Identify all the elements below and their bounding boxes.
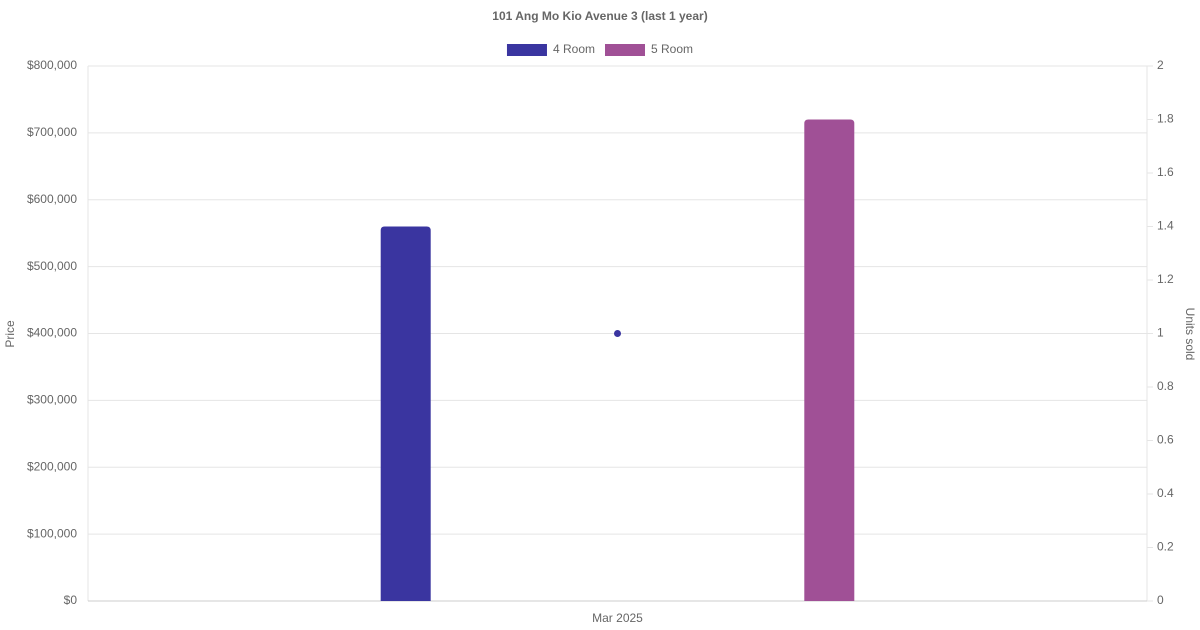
bar	[804, 119, 855, 601]
y2-tick-label: 0.4	[1157, 486, 1174, 500]
legend-swatch	[506, 44, 547, 56]
y2-tick-label: 1.2	[1157, 272, 1174, 286]
y-tick-label: $600,000	[27, 192, 77, 206]
y-tick-label: $700,000	[27, 125, 77, 139]
chart-title: 101 Ang Mo Kio Avenue 3 (last 1 year)	[492, 9, 707, 23]
y2-tick-label: 1.6	[1157, 165, 1174, 179]
y-tick-label: $500,000	[27, 259, 77, 273]
y-tick-label: $400,000	[27, 326, 77, 340]
legend-label: 4 Room	[553, 42, 595, 56]
y2-tick-label: 1.8	[1157, 112, 1174, 126]
y2-tick-label: 0.6	[1157, 433, 1174, 447]
y2-axis-title: Units sold	[1183, 308, 1197, 361]
y2-tick-label: 1	[1157, 326, 1164, 340]
point	[614, 330, 621, 337]
y-tick-label: $300,000	[27, 393, 77, 407]
y2-tick-label: 1.4	[1157, 219, 1174, 233]
y2-tick-label: 0.2	[1157, 540, 1174, 554]
y2-tick-label: 0	[1157, 593, 1164, 607]
y2-tick-label: 2	[1157, 58, 1164, 72]
legend-swatch	[605, 44, 645, 56]
bar	[380, 226, 431, 601]
y2-tick-label: 0.8	[1157, 379, 1174, 393]
y-tick-label: $100,000	[27, 526, 77, 540]
y-axis-title: Price	[3, 320, 17, 348]
y-tick-label: $0	[64, 593, 78, 607]
y-tick-label: $200,000	[27, 459, 77, 473]
legend-label: 5 Room	[651, 42, 693, 56]
y-tick-label: $800,000	[27, 58, 77, 72]
x-tick-label: Mar 2025	[592, 611, 643, 625]
